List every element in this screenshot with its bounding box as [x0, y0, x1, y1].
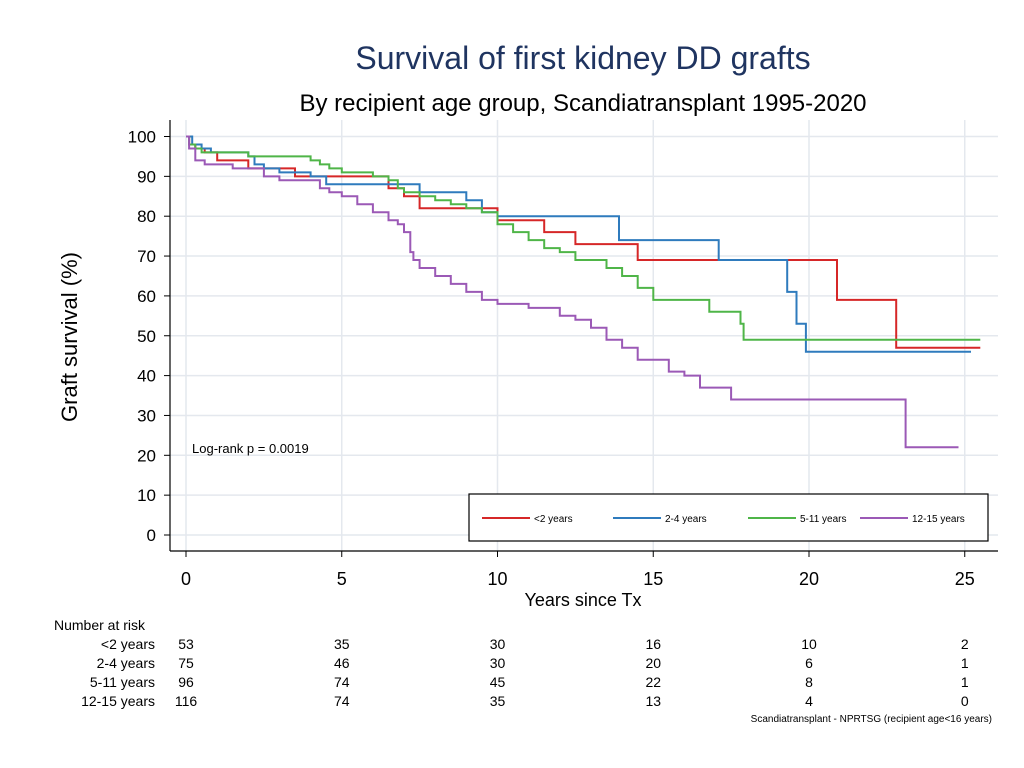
risk-value: 10 — [801, 636, 817, 652]
legend-label: <2 years — [534, 514, 573, 525]
y-tick-label: 70 — [137, 247, 156, 266]
risk-value: 74 — [334, 693, 350, 709]
risk-value: 46 — [334, 655, 350, 671]
risk-value: 116 — [175, 693, 198, 709]
x-tick-label: 15 — [643, 569, 663, 589]
chart-title: Survival of first kidney DD grafts — [355, 40, 810, 76]
risk-row-label: 2-4 years — [97, 655, 155, 671]
x-tick-label: 20 — [799, 569, 819, 589]
risk-table: Number at risk <2 years 53 35 30 16 10 22-4 ye… — [54, 617, 969, 709]
risk-value: 96 — [178, 674, 194, 690]
risk-row-label: <2 years — [101, 636, 155, 652]
risk-row-label: 5-11 years — [90, 674, 155, 690]
x-tick-label: 5 — [337, 569, 347, 589]
risk-value: 30 — [490, 655, 506, 671]
risk-value: 1 — [961, 674, 969, 690]
y-tick-label: 100 — [128, 128, 156, 147]
grid-lines — [170, 120, 998, 551]
risk-value: 0 — [961, 693, 969, 709]
risk-value: 35 — [334, 636, 350, 652]
series-line-4 — [186, 135, 959, 449]
series-lines — [186, 135, 981, 449]
y-tick-label: 80 — [137, 207, 156, 226]
x-tick-label: 25 — [955, 569, 975, 589]
y-tick-label: 40 — [137, 367, 156, 386]
y-tick-label: 30 — [137, 406, 156, 425]
x-tick-label: 10 — [487, 569, 507, 589]
y-tick-label: 0 — [147, 526, 156, 545]
y-tick-label: 90 — [137, 167, 156, 186]
footnote: Scandiatransplant - NPRTSG (recipient ag… — [751, 714, 992, 725]
risk-value: 16 — [645, 636, 661, 652]
x-axis-label: Years since Tx — [524, 590, 641, 610]
risk-value: 2 — [961, 636, 969, 652]
legend: <2 years 2-4 years 5-11 years 12-15 years — [468, 493, 989, 542]
risk-value: 1 — [961, 655, 969, 671]
y-axis-label: Graft survival (%) — [57, 252, 82, 422]
risk-value: 4 — [805, 693, 813, 709]
risk-value: 45 — [490, 674, 506, 690]
risk-value: 20 — [645, 655, 661, 671]
axes: 0 10 20 30 40 50 60 70 80 90 100 0 5 10 15 20 25 — [128, 120, 998, 589]
risk-value: 75 — [178, 655, 194, 671]
risk-value: 8 — [805, 674, 813, 690]
risk-table-header: Number at risk — [54, 617, 146, 633]
y-tick-label: 20 — [137, 446, 156, 465]
series-line-3 — [186, 135, 981, 341]
logrank-annotation: Log-rank p = 0.0019 — [192, 441, 309, 456]
x-tick-label: 0 — [181, 569, 191, 589]
y-tick-label: 10 — [137, 486, 156, 505]
risk-row-label: 12-15 years — [81, 693, 155, 709]
legend-label: 12-15 years — [912, 514, 965, 525]
y-tick-label: 60 — [137, 287, 156, 306]
risk-value: 74 — [334, 674, 350, 690]
legend-label: 5-11 years — [800, 514, 847, 525]
risk-value: 22 — [645, 674, 661, 690]
chart-subtitle: By recipient age group, Scandiatransplan… — [299, 90, 866, 117]
y-tick-label: 50 — [137, 327, 156, 346]
risk-value: 53 — [178, 636, 194, 652]
risk-value: 13 — [645, 693, 661, 709]
risk-value: 30 — [490, 636, 506, 652]
risk-value: 35 — [490, 693, 506, 709]
legend-label: 2-4 years — [665, 514, 707, 525]
risk-value: 6 — [805, 655, 813, 671]
